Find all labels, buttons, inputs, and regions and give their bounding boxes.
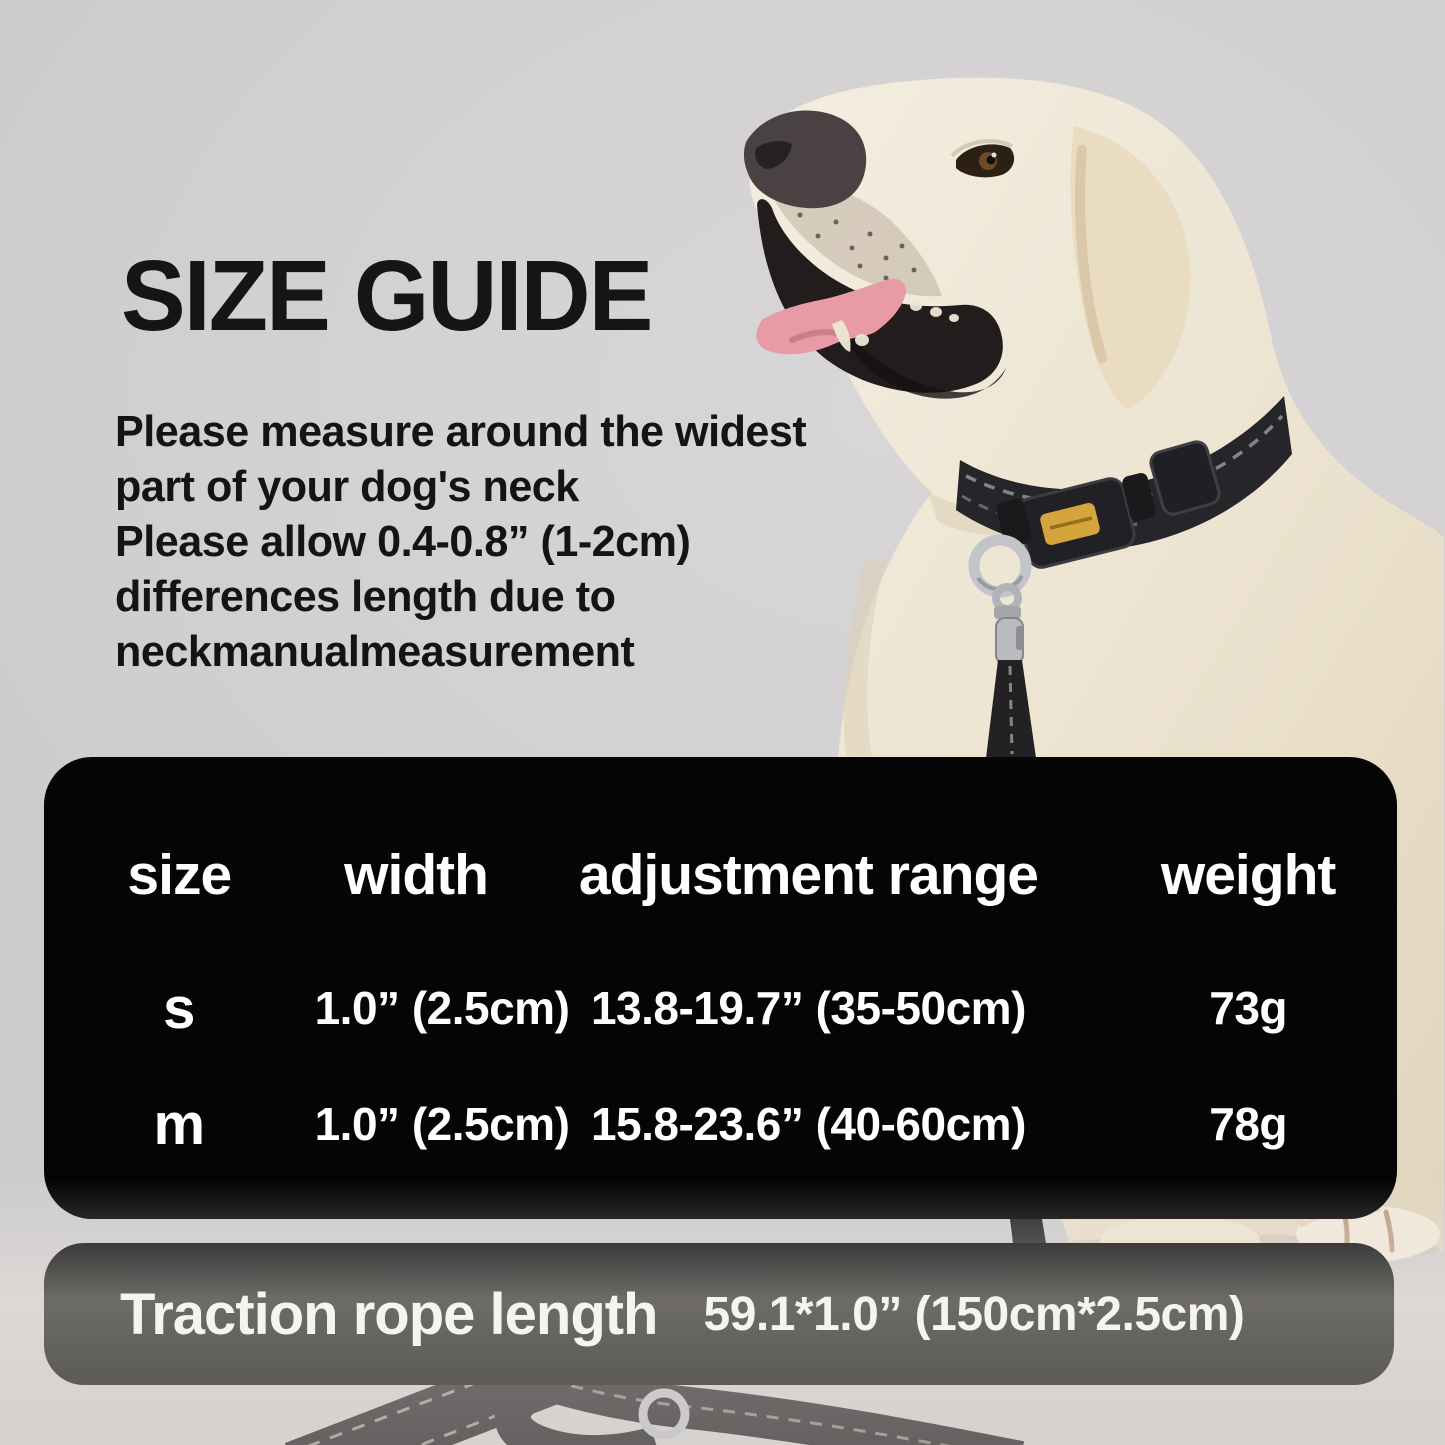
mouth-cavity xyxy=(830,310,1006,399)
rope-length-value: 59.1*1.0” (150cm*2.5cm) xyxy=(703,1287,1245,1341)
dog-tongue xyxy=(756,278,907,355)
size-table-panel: size width adjustment range weight s 1.0… xyxy=(44,757,1397,1219)
cell-width: 1.0” (2.5cm) xyxy=(314,1098,570,1150)
table-row-size-s: s 1.0” (2.5cm) 13.8-19.7” (35-50cm) 73g xyxy=(44,973,1397,1043)
buckle-prong-right xyxy=(1122,473,1156,521)
dog-teeth xyxy=(832,301,959,352)
cell-width: 1.0” (2.5cm) xyxy=(314,982,570,1034)
rope-length-bar: Traction rope length 59.1*1.0” (150cm*2.… xyxy=(44,1243,1394,1385)
cell-adjustment-range: 15.8-23.6” (40-60cm) xyxy=(590,1098,1026,1150)
instruction-line: Please measure around the widest xyxy=(115,407,807,456)
rope-length-label: Traction rope length xyxy=(120,1281,658,1347)
col-header-weight: weight xyxy=(1160,843,1336,907)
instruction-line: differences length due to xyxy=(115,572,616,621)
cell-size: m xyxy=(153,1091,206,1157)
leash-stitch-upper xyxy=(1008,665,1014,755)
table-row-size-m: m 1.0” (2.5cm) 15.8-23.6” (40-60cm) 78g xyxy=(44,1089,1397,1159)
dog-nose-icon xyxy=(743,110,867,209)
collar-keeper xyxy=(1149,440,1221,516)
collar-stitch-lower xyxy=(961,494,1143,531)
dog-muzzle xyxy=(768,182,942,297)
col-header-adjustment-range: adjustment range xyxy=(578,843,1039,907)
instruction-line: part of your dog's neck xyxy=(115,462,579,511)
dog-eye xyxy=(950,139,1015,178)
leash-handle-loop xyxy=(494,1367,657,1445)
ear-shadow xyxy=(1075,145,1107,363)
chest-shade xyxy=(843,560,886,756)
leash-strap-upper xyxy=(986,660,1036,758)
nostril xyxy=(755,140,792,169)
dog-collar xyxy=(956,396,1292,569)
col-header-size: size xyxy=(127,843,232,907)
col-header-width: width xyxy=(344,843,489,907)
leash-clip xyxy=(968,534,1032,665)
table-header-row: size width adjustment range weight xyxy=(44,835,1397,915)
page-title: SIZE GUIDE xyxy=(121,240,653,352)
gold-tag-line xyxy=(1049,516,1093,530)
instruction-line: Please allow 0.4-0.8” (1-2cm) xyxy=(115,517,691,566)
cell-weight: 73g xyxy=(1209,982,1288,1034)
measure-instructions: Please measure around the widest part of… xyxy=(115,404,807,679)
cell-size: s xyxy=(163,975,196,1041)
leash-floor-ring xyxy=(638,1388,690,1440)
cell-adjustment-range: 13.8-19.7” (35-50cm) xyxy=(590,982,1026,1034)
instruction-line: neckmanualmeasurement xyxy=(115,627,635,676)
leash-strap-mid xyxy=(1010,1219,1046,1243)
cell-weight: 78g xyxy=(1209,1098,1288,1150)
